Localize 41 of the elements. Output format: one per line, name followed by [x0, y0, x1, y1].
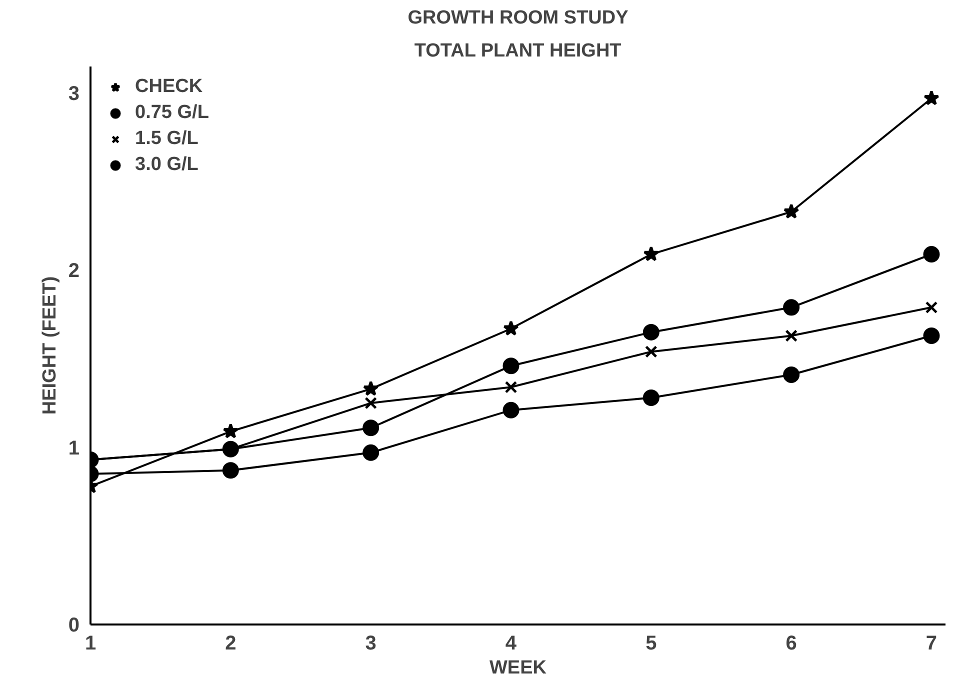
chart-subtitle: TOTAL PLANT HEIGHT [414, 40, 622, 62]
point [222, 423, 239, 438]
x-tick-label: 3 [365, 632, 376, 654]
point [783, 299, 800, 316]
point [362, 420, 380, 436]
x-tick-label: 6 [786, 632, 797, 654]
point [502, 402, 520, 418]
point [642, 390, 660, 406]
point [503, 320, 519, 336]
x-tick-label: 1 [84, 632, 96, 654]
point [504, 380, 518, 394]
legend-label: 1.5 G/L [135, 128, 198, 150]
point [362, 444, 380, 461]
point [222, 462, 239, 479]
point [364, 396, 378, 410]
y-axis-title: HEIGHT (FEET) [39, 276, 60, 415]
chart-title: GROWTH ROOM STUDY [408, 8, 629, 28]
point [925, 301, 938, 314]
x-tick-label: 5 [646, 632, 657, 654]
point [643, 246, 660, 262]
legend-label: 0.75 G/L [135, 102, 209, 124]
legend-label: CHECK [135, 76, 203, 98]
x-tick-label: 7 [926, 632, 938, 654]
point [785, 330, 798, 342]
point [923, 246, 940, 263]
point [923, 328, 940, 344]
point [642, 324, 660, 340]
point [924, 90, 940, 106]
y-tick-label: 0 [68, 614, 80, 636]
point [362, 380, 379, 396]
y-tick-label: 1 [68, 437, 80, 460]
point [783, 204, 800, 219]
legend-label: 3.0 G/L [135, 154, 198, 176]
x-tick-label: 2 [225, 632, 236, 654]
x-axis-title: WEEK [490, 658, 547, 678]
x-tick-label: 4 [505, 632, 518, 654]
point [783, 366, 800, 383]
y-tick-label: 3 [68, 83, 80, 106]
point [502, 358, 520, 374]
point [644, 346, 658, 358]
y-tick-label: 2 [68, 260, 80, 282]
